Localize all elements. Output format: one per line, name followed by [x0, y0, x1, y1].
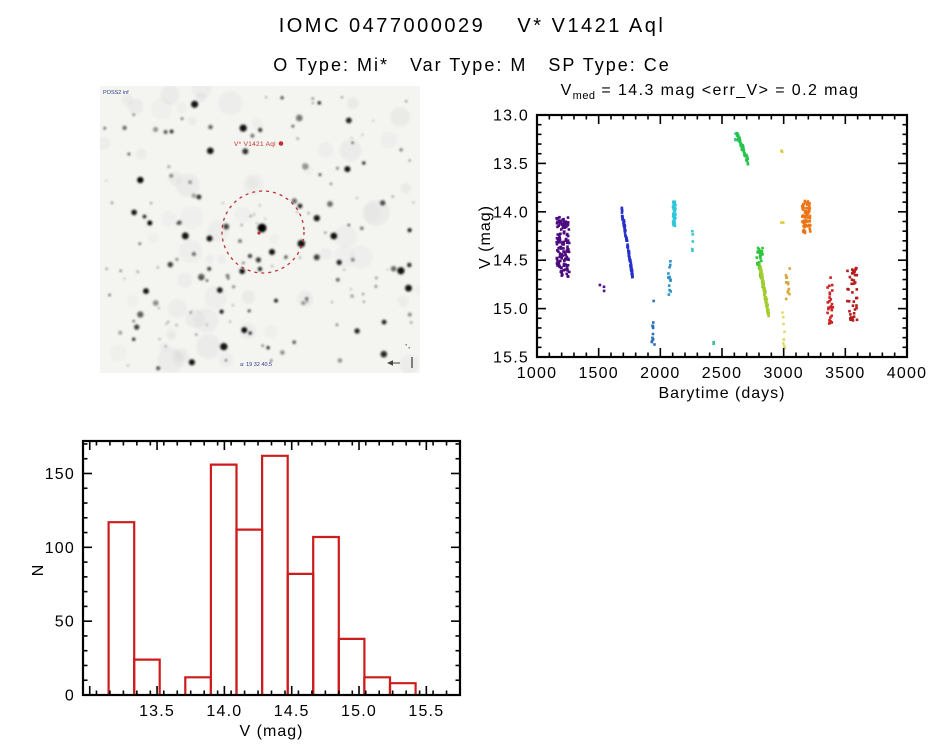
y-tick-label: 150 — [45, 466, 75, 483]
observation-cluster-epoch-01 — [555, 215, 571, 278]
x-tick-label: 3500 — [825, 365, 865, 382]
y-tick-label: 50 — [55, 614, 75, 631]
target-marker-dot — [257, 231, 261, 235]
histogram-y-axis-title: N — [30, 563, 47, 577]
observation-cluster-epoch-16 — [784, 267, 791, 301]
x-tick-label: 4000 — [887, 365, 927, 382]
light-curve-points — [555, 131, 859, 349]
observation-cluster-epoch-05 — [667, 260, 672, 296]
page-title: IOMC 0477000029 V* V1421 Aql — [278, 15, 666, 37]
vmed-base: V — [560, 82, 573, 99]
x-tick-label: 13.5 — [139, 703, 175, 720]
y-tick-label: 0 — [65, 688, 75, 705]
field-mottling — [100, 86, 419, 373]
observation-cluster-epoch-07 — [691, 229, 695, 252]
histogram-x-axis-title: V (mag) — [239, 723, 304, 740]
x-tick-label: 3000 — [763, 365, 803, 382]
x-tick-label: 1500 — [578, 365, 618, 382]
y-tick-label: 15.5 — [493, 350, 529, 367]
vmed-sub: med — [572, 90, 596, 103]
object-type-subtitle: O Type: Mi* Var Type: M SP Type: Ce — [273, 55, 671, 75]
observation-cluster-epoch-09 — [734, 132, 738, 142]
y-tick-label: 13.5 — [493, 156, 529, 173]
x-tick-label: 2000 — [640, 365, 680, 382]
observation-cluster-epoch-03 — [620, 206, 634, 279]
observation-cluster-epoch-14 — [780, 149, 784, 153]
histogram-bar — [184, 676, 212, 695]
light-curve-title: Vmed = 14.3 mag <err_V> = 0.2 mag — [500, 82, 920, 102]
target-star — [269, 249, 275, 255]
tick-labels: 1000 1500 2000 2500 3000 3500 4000 13.0 13.5 14.0… — [493, 108, 927, 383]
target-circle — [221, 190, 305, 274]
target-star — [297, 203, 303, 209]
target-star — [284, 255, 288, 259]
finding-chart-panel: V* V1421 Aql POSS2 inf a: 19 32 40.5 — [100, 86, 420, 373]
x-tick-label: 15.0 — [341, 703, 377, 720]
observation-cluster-epoch-06 — [671, 200, 677, 228]
histogram-bar — [133, 658, 161, 695]
observation-cluster-epoch-08 — [712, 340, 715, 346]
light-curve-x-axis-title: Barytime (days) — [658, 385, 786, 402]
labeled-star-dot — [278, 141, 284, 146]
axes — [81, 439, 462, 697]
target-star — [248, 254, 252, 258]
axes — [535, 113, 909, 359]
x-tick-label: 14.5 — [274, 703, 310, 720]
x-tick-label: 2500 — [702, 365, 742, 382]
vmed-rest: = 14.3 mag <err_V> = 0.2 mag — [595, 82, 860, 99]
observation-cluster-epoch-13 — [759, 266, 770, 318]
observation-cluster-epoch-19 — [826, 276, 835, 325]
y-tick-label: 14.5 — [493, 253, 529, 270]
histogram-plot: 13.5 14.0 14.5 15.0 15.5 0 50 100 150 — [45, 439, 462, 720]
histogram-bar — [337, 637, 366, 695]
observation-cluster-epoch-04 — [650, 299, 656, 346]
light-curve-panel: Vmed = 14.3 mag <err_V> = 0.2 mag 1000 15… — [460, 82, 944, 415]
histogram-bar — [388, 682, 417, 695]
histogram-panel: 13.5 14.0 14.5 15.0 15.5 0 50 100 150 V (mag) N — [20, 430, 490, 747]
target-label: V* V1421 Aql — [234, 141, 276, 148]
y-tick-label: 13.0 — [493, 108, 529, 125]
observation-cluster-epoch-17 — [781, 311, 787, 349]
target-star — [257, 266, 263, 272]
field-stars — [103, 96, 415, 371]
light-curve-plot: 1000 1500 2000 2500 3000 3500 4000 13.0 13.5 14.0… — [493, 108, 927, 383]
coordinates-label: a: 19 32 40.5 — [240, 362, 272, 368]
tick-labels: 13.5 14.0 14.5 15.0 15.5 0 50 100 150 — [45, 466, 444, 720]
light-curve-y-axis-title: V (mag) — [477, 205, 494, 269]
target-star — [238, 239, 242, 243]
observation-cluster-epoch-18 — [800, 199, 812, 235]
observation-cluster-epoch-10 — [735, 131, 750, 166]
target-star — [257, 223, 267, 233]
finding-chart-image: V* V1421 Aql POSS2 inf a: 19 32 40.5 — [100, 86, 420, 373]
y-tick-label: 15.0 — [493, 301, 529, 318]
histogram-bars — [107, 454, 417, 695]
histogram-bar — [209, 463, 238, 695]
y-tick-label: 100 — [45, 540, 75, 557]
observation-cluster-epoch-15 — [780, 221, 785, 224]
y-tick-label: 14.0 — [493, 204, 529, 221]
x-tick-label: 14.0 — [206, 703, 242, 720]
observation-cluster-epoch-20 — [846, 266, 859, 322]
x-tick-label: 15.5 — [408, 703, 444, 720]
observation-cluster-epoch-02 — [598, 283, 606, 293]
histogram-bar — [286, 572, 315, 695]
compass-icon — [387, 344, 413, 368]
histogram-bar — [261, 454, 289, 695]
histogram-bar — [363, 676, 392, 695]
survey-label: POSS2 inf — [103, 90, 129, 96]
histogram-bar — [107, 521, 136, 695]
x-tick-label: 1000 — [517, 365, 557, 382]
histogram-bar — [235, 528, 264, 695]
histogram-bar — [312, 535, 340, 695]
